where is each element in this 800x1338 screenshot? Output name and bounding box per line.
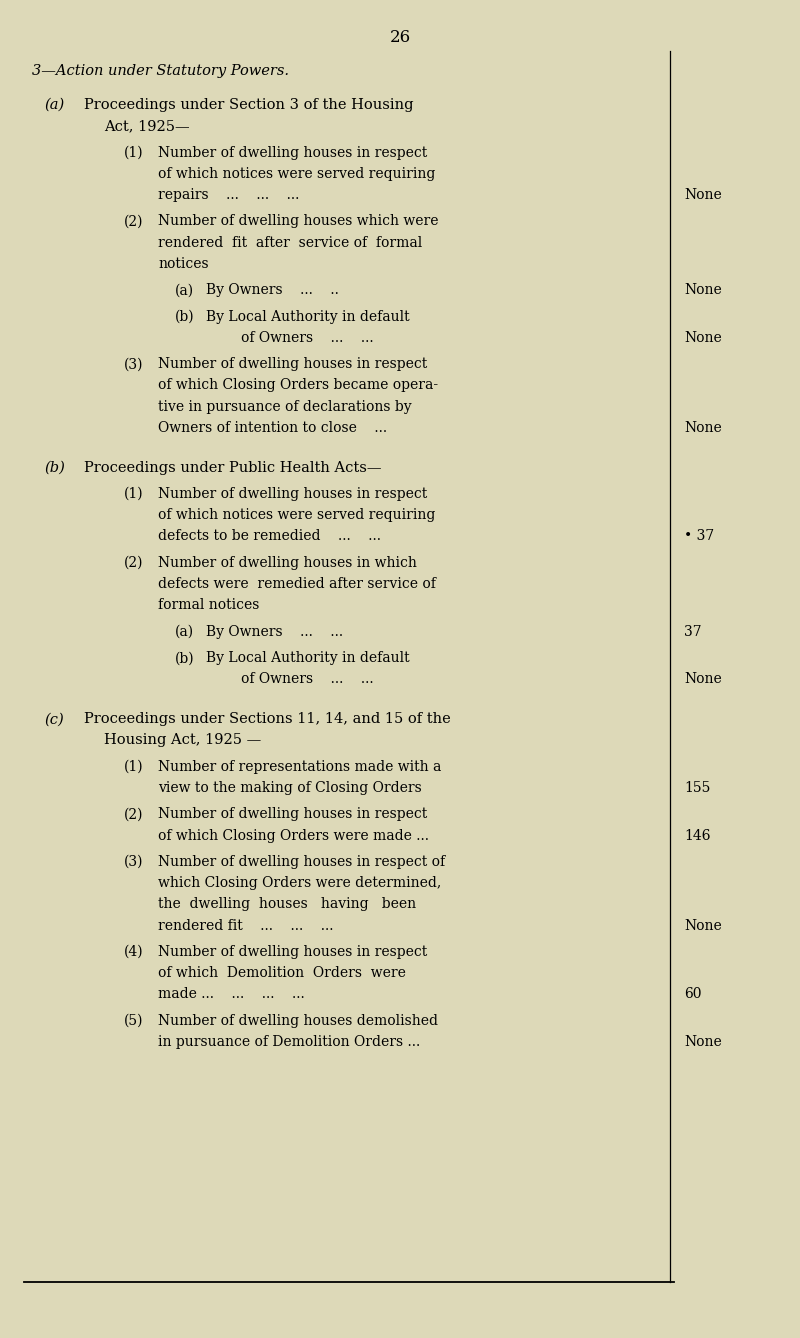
Text: (4): (4): [124, 945, 144, 959]
Text: in pursuance of Demolition Orders ...: in pursuance of Demolition Orders ...: [158, 1034, 421, 1049]
Text: Act, 1925—: Act, 1925—: [104, 119, 190, 134]
Text: defects to be remedied    ...    ...: defects to be remedied ... ...: [158, 530, 382, 543]
Text: (2): (2): [124, 807, 143, 822]
Text: None: None: [684, 1034, 722, 1049]
Text: (a): (a): [174, 625, 194, 638]
Text: None: None: [684, 420, 722, 435]
Text: rendered  fit  after  service of  formal: rendered fit after service of formal: [158, 235, 422, 250]
Text: 3—Action under Statutory Powers.: 3—Action under Statutory Powers.: [32, 64, 289, 78]
Text: (3): (3): [124, 855, 143, 870]
Text: (1): (1): [124, 760, 144, 773]
Text: (b): (b): [44, 460, 65, 475]
Text: (2): (2): [124, 555, 143, 570]
Text: Number of dwelling houses demolished: Number of dwelling houses demolished: [158, 1014, 438, 1028]
Text: Proceedings under Section 3 of the Housing: Proceedings under Section 3 of the Housi…: [84, 98, 414, 112]
Text: (b): (b): [174, 309, 194, 324]
Text: Number of dwelling houses in respect: Number of dwelling houses in respect: [158, 945, 428, 959]
Text: None: None: [684, 284, 722, 297]
Text: rendered fit    ...    ...    ...: rendered fit ... ... ...: [158, 918, 334, 933]
Text: Number of representations made with a: Number of representations made with a: [158, 760, 442, 773]
Text: Number of dwelling houses in respect: Number of dwelling houses in respect: [158, 807, 428, 822]
Text: Number of dwelling houses in respect: Number of dwelling houses in respect: [158, 146, 428, 159]
Text: None: None: [684, 918, 722, 933]
Text: (3): (3): [124, 357, 143, 372]
Text: By Local Authority in default: By Local Authority in default: [206, 652, 410, 665]
Text: of which Closing Orders were made ...: of which Closing Orders were made ...: [158, 828, 430, 843]
Text: None: None: [684, 330, 722, 345]
Text: formal notices: formal notices: [158, 598, 260, 613]
Text: Proceedings under Sections 11, 14, and 15 of the: Proceedings under Sections 11, 14, and 1…: [84, 712, 450, 727]
Text: Number of dwelling houses in respect of: Number of dwelling houses in respect of: [158, 855, 446, 870]
Text: None: None: [684, 187, 722, 202]
Text: of which Closing Orders became opera-: of which Closing Orders became opera-: [158, 379, 438, 392]
Text: Owners of intention to close    ...: Owners of intention to close ...: [158, 420, 387, 435]
Text: Number of dwelling houses in respect: Number of dwelling houses in respect: [158, 357, 428, 372]
Text: (a): (a): [174, 284, 194, 297]
Text: (5): (5): [124, 1014, 143, 1028]
Text: None: None: [684, 672, 722, 686]
Text: Number of dwelling houses in which: Number of dwelling houses in which: [158, 555, 418, 570]
Text: 60: 60: [684, 987, 702, 1001]
Text: tive in pursuance of declarations by: tive in pursuance of declarations by: [158, 400, 412, 413]
Text: Housing Act, 1925 —: Housing Act, 1925 —: [104, 733, 262, 748]
Text: notices: notices: [158, 257, 209, 270]
Text: • 37: • 37: [684, 530, 714, 543]
Text: repairs    ...    ...    ...: repairs ... ... ...: [158, 187, 300, 202]
Text: the  dwelling  houses   having   been: the dwelling houses having been: [158, 898, 417, 911]
Text: of Owners    ...    ...: of Owners ... ...: [206, 672, 374, 686]
Text: 155: 155: [684, 781, 710, 795]
Text: of Owners    ...    ...: of Owners ... ...: [206, 330, 374, 345]
Text: 37: 37: [684, 625, 702, 638]
Text: Number of dwelling houses in respect: Number of dwelling houses in respect: [158, 487, 428, 502]
Text: defects were  remedied after service of: defects were remedied after service of: [158, 577, 436, 591]
Text: of which notices were served requiring: of which notices were served requiring: [158, 508, 436, 522]
Text: view to the making of Closing Orders: view to the making of Closing Orders: [158, 781, 422, 795]
Text: made ...    ...    ...    ...: made ... ... ... ...: [158, 987, 305, 1001]
Text: (c): (c): [44, 712, 64, 727]
Text: 26: 26: [390, 29, 410, 47]
Text: (1): (1): [124, 487, 144, 502]
Text: 146: 146: [684, 828, 710, 843]
Text: Proceedings under Public Health Acts—: Proceedings under Public Health Acts—: [84, 460, 382, 475]
Text: which Closing Orders were determined,: which Closing Orders were determined,: [158, 876, 442, 890]
Text: (1): (1): [124, 146, 144, 159]
Text: By Owners    ...    ..: By Owners ... ..: [206, 284, 339, 297]
Text: By Owners    ...    ...: By Owners ... ...: [206, 625, 343, 638]
Text: of which notices were served requiring: of which notices were served requiring: [158, 167, 436, 181]
Text: By Local Authority in default: By Local Authority in default: [206, 309, 410, 324]
Text: of which  Demolition  Orders  were: of which Demolition Orders were: [158, 966, 406, 981]
Text: (b): (b): [174, 652, 194, 665]
Text: (2): (2): [124, 214, 143, 229]
Text: Number of dwelling houses which were: Number of dwelling houses which were: [158, 214, 439, 229]
Text: (a): (a): [44, 98, 64, 112]
